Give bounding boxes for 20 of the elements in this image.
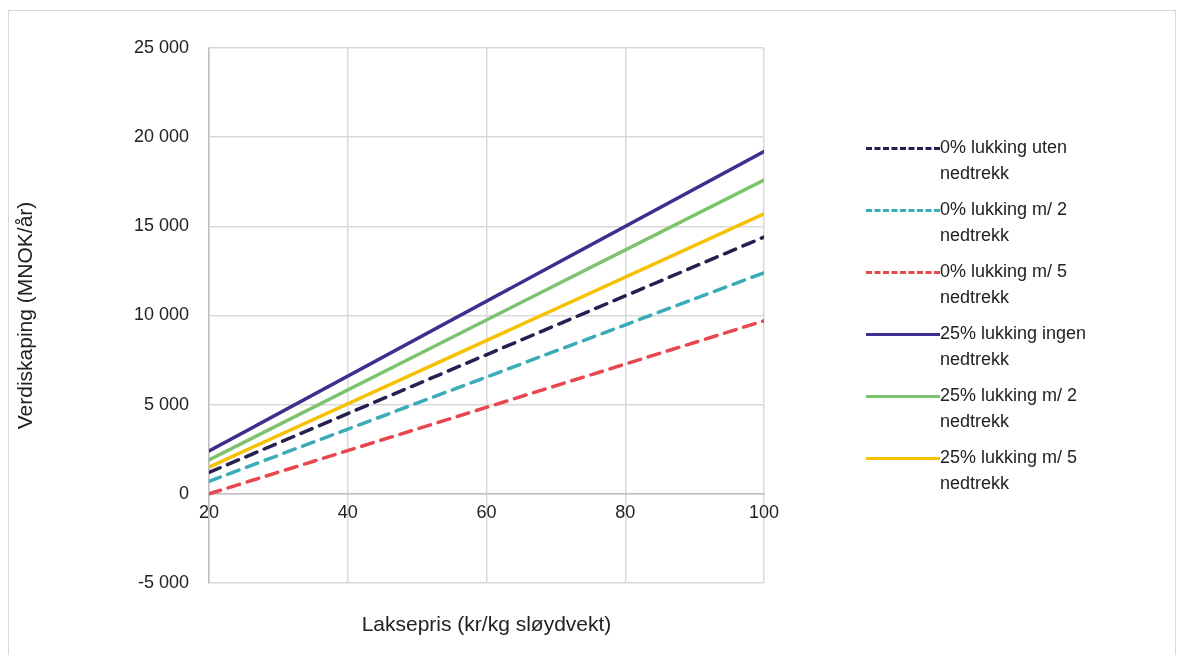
x-tick-label: 60 [476,501,497,522]
x-tick-label: 100 [748,501,780,522]
y-tick-label: 15 000 [133,215,189,236]
y-tick-label: 0 [178,482,189,503]
legend-label: 25% lukking m/ 2 nedtrekk [940,384,1079,433]
y-tick-label: 5 000 [143,393,189,414]
y-tick-label: 20 000 [133,126,189,147]
y-tick-label: 10 000 [133,304,189,325]
legend-label: 25% lukking ingen nedtrekk [940,322,1088,371]
y-axis-title: Verdiskaping (MNOK/år) [13,201,37,430]
y-tick-label: 25 000 [133,36,189,57]
x-tick-label: 80 [615,501,636,522]
legend-label: 0% lukking m/ 2 nedtrekk [940,198,1069,247]
legend-label: 0% lukking m/ 5 nedtrekk [940,260,1069,309]
legend-label: 25% lukking m/ 5 nedtrekk [940,446,1079,495]
x-axis-title: Laksepris (kr/kg sløydvekt) [360,612,613,636]
x-tick-label: 20 [198,501,220,522]
legend-label: 0% lukking uten nedtrekk [940,136,1069,185]
y-tick-label: -5 000 [137,571,189,592]
x-tick-label: 40 [337,501,358,522]
